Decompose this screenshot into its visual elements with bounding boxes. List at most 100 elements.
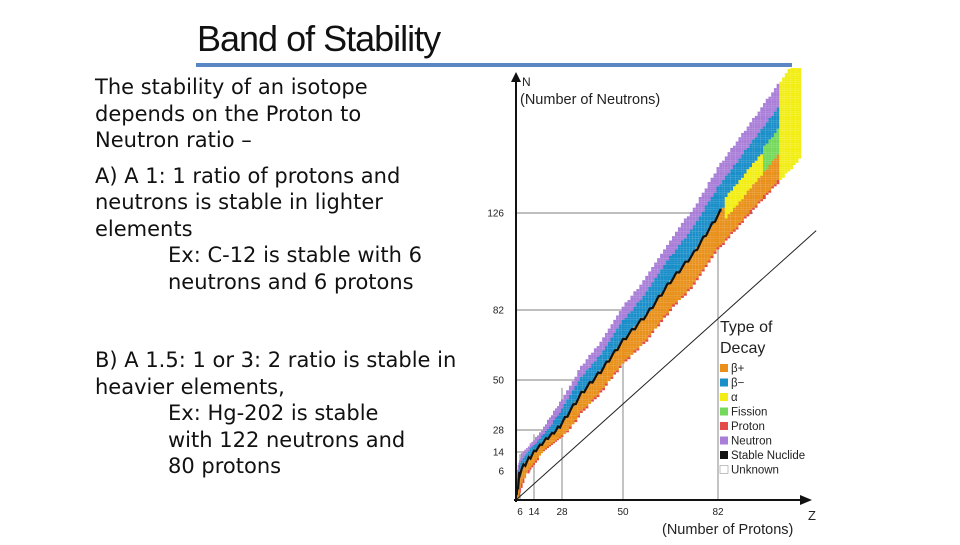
nuclide-cell (730, 177, 733, 180)
nuclide-cell (743, 194, 747, 197)
nuclide-cell (639, 302, 643, 305)
nuclide-cell (776, 145, 780, 148)
nuclide-cell (686, 282, 690, 285)
nuclide-cell (680, 275, 684, 279)
nuclide-cell (784, 73, 788, 76)
nuclide-cell (660, 284, 664, 287)
nuclide-cell (743, 201, 747, 204)
x-axis-title: (Number of Protons) (662, 522, 793, 538)
nuclide-cell (526, 467, 528, 470)
nuclide-cell (519, 467, 520, 470)
nuclide-cell (571, 390, 575, 393)
nuclide-cell (627, 343, 631, 347)
nuclide-cell (645, 300, 649, 303)
nuclide-cell (657, 260, 661, 263)
nuclide-cell (580, 376, 583, 379)
nuclide-cell (561, 399, 564, 402)
nuclide-cell (585, 394, 589, 398)
nuclide-cell (669, 240, 672, 243)
nuclide-cell (754, 182, 758, 185)
nuclide-cell (547, 432, 549, 434)
nuclide-cell (689, 218, 693, 221)
nuclide-cell (549, 422, 551, 425)
nuclide-cell (593, 372, 597, 375)
nuclide-cell (642, 280, 646, 283)
nuclide-cell (795, 120, 799, 123)
nuclide-cell (613, 370, 617, 373)
nuclide-cell (692, 207, 696, 210)
nuclide-cell (782, 143, 785, 146)
nuclide-cell (733, 201, 736, 204)
nuclide-cell (588, 387, 592, 391)
nuclide-cell (754, 179, 758, 183)
nuclide-cell (735, 207, 739, 210)
nuclide-cell (716, 229, 720, 232)
nuclide-cell (636, 348, 640, 351)
nuclide-cell (782, 90, 785, 93)
nuclide-cell (599, 348, 603, 351)
nuclide-cell (716, 175, 720, 178)
nuclide-cell (648, 313, 652, 316)
nuclide-cell (648, 326, 652, 329)
nuclide-cell (713, 199, 717, 202)
nuclide-cell (563, 403, 567, 407)
nuclide-cell (553, 437, 555, 439)
nuclide-cell (733, 169, 736, 172)
nuclide-cell (754, 147, 758, 151)
nuclide-cell (784, 154, 788, 157)
nuclide-cell (782, 85, 785, 89)
nuclide-cell (763, 120, 766, 123)
nuclide-cell (722, 186, 725, 189)
nuclide-cell (782, 139, 785, 142)
nuclide-cell (621, 330, 625, 333)
nuclide-cell (760, 160, 763, 163)
nuclide-cell (795, 126, 799, 129)
nuclide-cell (627, 308, 631, 312)
nuclide-cell (724, 233, 728, 237)
nuclide-cell (754, 203, 758, 206)
nuclide-cell (730, 175, 733, 178)
nuclide-cell (585, 378, 589, 382)
nuclide-cell (730, 184, 733, 187)
nuclide-cell (749, 169, 753, 172)
nuclide-cell (746, 184, 750, 187)
nuclide-cell (613, 367, 617, 371)
nuclide-cell (738, 152, 742, 155)
nuclide-cell (651, 328, 655, 331)
nuclide-cell (752, 190, 755, 193)
nuclide-cell (645, 337, 649, 340)
nuclide-cell (765, 124, 769, 127)
nuclide-cell (607, 343, 611, 347)
nuclide-cell (666, 300, 670, 303)
nuclide-cell (773, 171, 777, 174)
nuclide-cell (768, 141, 772, 144)
nuclide-cell (574, 383, 578, 386)
nuclide-cell (793, 90, 796, 93)
nuclide-cell (749, 203, 753, 206)
nuclide-cell (738, 222, 742, 226)
nuclide-cell (588, 367, 592, 371)
nuclide-cell (798, 90, 802, 93)
nuclide-cell (795, 150, 799, 153)
nuclide-cell (730, 205, 733, 208)
nuclide-cell (752, 118, 755, 121)
nuclide-cell (553, 428, 555, 431)
nuclide-cell (790, 77, 793, 80)
nuclide-cell (713, 240, 717, 243)
nuclide-cell (607, 346, 611, 349)
nuclide-cell (563, 394, 567, 398)
nuclide-cell (749, 182, 753, 185)
nuclide-cell (773, 179, 777, 183)
nuclide-cell (704, 251, 708, 254)
nuclide-cell (713, 190, 717, 193)
nuclide-cell (568, 401, 572, 404)
nuclide-cell (545, 428, 547, 431)
nuclide-cell (707, 194, 711, 197)
nuclide-cell (630, 302, 634, 305)
nuclide-cell (651, 293, 655, 296)
nuclide-cell (522, 469, 525, 474)
nuclide-cell (787, 137, 791, 140)
nuclide-cell (787, 132, 791, 136)
nuclide-cell (610, 359, 614, 362)
nuclide-cell (776, 96, 780, 99)
